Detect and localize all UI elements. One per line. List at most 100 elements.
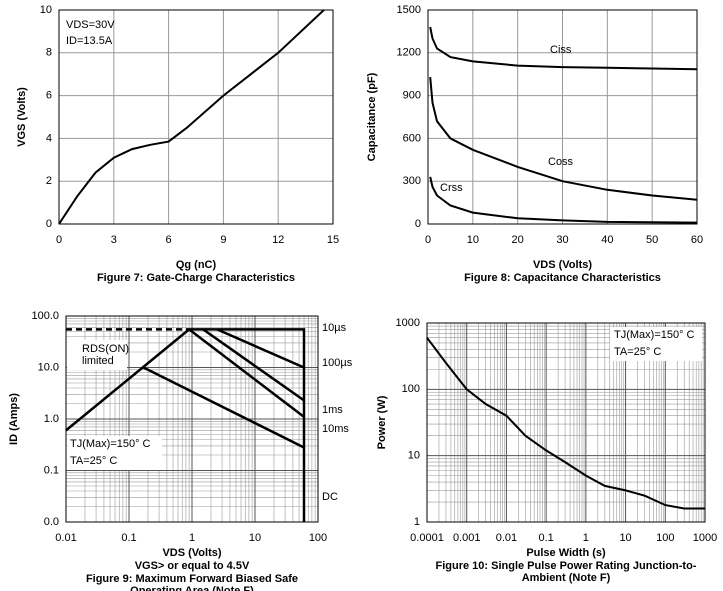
plot-frame — [427, 9, 698, 225]
y-tick-label: 1200 — [397, 47, 421, 59]
label-bg — [320, 403, 350, 417]
x-tick-label: 10 — [249, 532, 261, 544]
annotation-box — [67, 340, 127, 370]
series-line — [142, 366, 305, 449]
label-bg — [320, 422, 350, 436]
series-label: 100µs — [322, 357, 353, 369]
label-bg — [320, 356, 350, 370]
figure-title: Figure 10: Single Pulse Power Rating Jun… — [436, 560, 697, 572]
x-tick-label: 1 — [189, 532, 195, 544]
x-tick-label: 10 — [467, 234, 479, 246]
series-line — [429, 77, 698, 201]
series-line — [216, 328, 305, 369]
plot-frame — [65, 315, 319, 523]
x-tick-label: 100 — [656, 532, 674, 544]
x-tick-label: 40 — [601, 234, 613, 246]
y-tick-label: 1500 — [397, 4, 421, 16]
annotation-box — [610, 327, 702, 361]
series-line — [58, 9, 325, 225]
x-tick-label: 50 — [646, 234, 658, 246]
x-tick-label: 3 — [111, 234, 117, 246]
series-line — [429, 26, 698, 71]
annotation: ID=13.5A — [66, 35, 113, 47]
series-line — [65, 328, 306, 522]
x-tick-label: 0.1 — [121, 532, 136, 544]
figure-title: Figure 8: Capacitance Characteristics — [464, 272, 661, 284]
annotation: TJ(Max)=150° C — [614, 329, 695, 341]
y-tick-label: 2 — [46, 175, 52, 187]
y-axis-label: Power (W) — [376, 395, 388, 449]
series-label: 10µs — [322, 322, 347, 334]
label-bg — [320, 490, 350, 504]
x-tick-label: 1 — [583, 532, 589, 544]
y-axis-label: Capacitance (pF) — [366, 72, 378, 161]
y-tick-label: 0 — [46, 218, 52, 230]
x-axis-label: VDS (Volts) — [533, 259, 592, 271]
x-tick-label: 0 — [425, 234, 431, 246]
figure-title: Operating Area (Note F) — [130, 585, 254, 591]
y-tick-label: 900 — [403, 90, 421, 102]
series-label: Crss — [440, 182, 463, 194]
annotation: limited — [82, 355, 114, 367]
y-tick-label: 300 — [403, 175, 421, 187]
y-tick-label: 600 — [403, 132, 421, 144]
y-tick-label: 4 — [46, 132, 52, 144]
annotation: VGS> or equal to 4.5V — [135, 560, 250, 572]
annotation: TA=25° C — [70, 455, 117, 467]
x-axis-label: VDS (Volts) — [162, 547, 221, 559]
x-tick-label: 12 — [272, 234, 284, 246]
series-line — [429, 176, 698, 224]
x-tick-label: 20 — [512, 234, 524, 246]
x-axis-label: Qg (nC) — [176, 259, 217, 271]
x-tick-label: 0.01 — [55, 532, 76, 544]
series-label: Ciss — [550, 44, 572, 56]
series-label: 1ms — [322, 404, 343, 416]
annotation: TJ(Max)=150° C — [70, 438, 151, 450]
series-label: 10ms — [322, 423, 349, 435]
x-tick-label: 15 — [327, 234, 339, 246]
series-line — [202, 328, 305, 402]
x-axis-label: Pulse Width (s) — [526, 547, 606, 559]
x-tick-label: 1000 — [693, 532, 717, 544]
annotation-box — [67, 436, 162, 470]
x-tick-label: 0.01 — [496, 532, 517, 544]
y-tick-label: 8 — [46, 47, 52, 59]
plot-frame — [58, 9, 334, 225]
y-tick-label: 10 — [40, 4, 52, 16]
y-tick-label: 100.0 — [31, 310, 59, 322]
label-bg — [320, 321, 350, 335]
y-tick-label: 0.0 — [44, 516, 59, 528]
x-tick-label: 9 — [220, 234, 226, 246]
y-axis-label: ID (Amps) — [8, 393, 20, 445]
x-tick-label: 10 — [619, 532, 631, 544]
y-axis-label: VGS (Volts) — [16, 87, 28, 147]
x-tick-label: 0.0001 — [410, 532, 444, 544]
x-tick-label: 60 — [691, 234, 703, 246]
y-tick-label: 100 — [402, 383, 420, 395]
series-label: Coss — [548, 156, 574, 168]
series-line — [426, 337, 705, 510]
y-tick-label: 10.0 — [38, 361, 59, 373]
plot-frame — [426, 322, 706, 523]
series-line — [188, 328, 305, 418]
y-tick-label: 6 — [46, 90, 52, 102]
y-tick-label: 1.0 — [44, 413, 59, 425]
x-tick-label: 6 — [166, 234, 172, 246]
annotation: VDS=30V — [66, 19, 115, 31]
y-tick-label: 1 — [414, 516, 420, 528]
y-tick-label: 10 — [408, 450, 420, 462]
annotation: TA=25° C — [614, 346, 661, 358]
y-tick-label: 1000 — [396, 317, 420, 329]
figure-title: Ambient (Note F) — [522, 572, 611, 584]
y-tick-label: 0 — [415, 218, 421, 230]
x-tick-label: 0.001 — [453, 532, 481, 544]
x-tick-label: 30 — [556, 234, 568, 246]
x-tick-label: 0 — [56, 234, 62, 246]
y-tick-label: 0.1 — [44, 464, 59, 476]
x-tick-label: 100 — [309, 532, 327, 544]
annotation: RDS(ON) — [82, 343, 129, 355]
figure-title: Figure 7: Gate-Charge Characteristics — [97, 272, 295, 284]
x-tick-label: 0.1 — [538, 532, 553, 544]
figure-title: Figure 9: Maximum Forward Biased Safe — [86, 573, 298, 585]
